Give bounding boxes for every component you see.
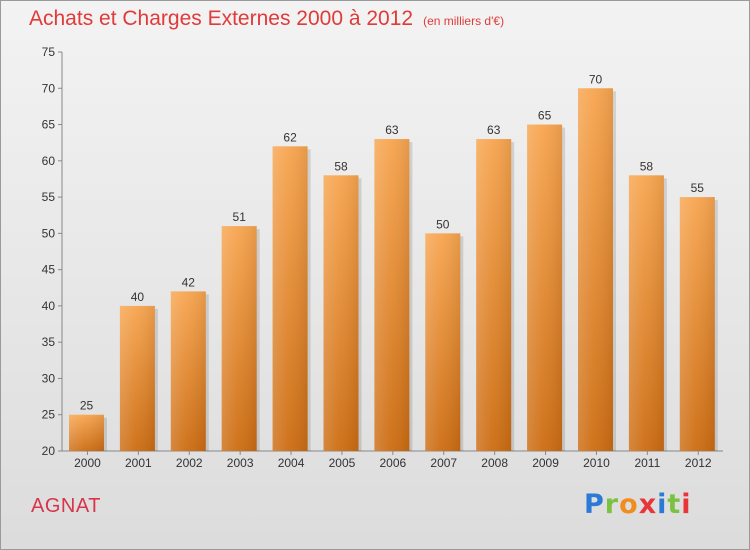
x-tick-label: 2000 xyxy=(74,456,101,470)
logo-letter: r xyxy=(604,489,620,520)
x-tick-label: 2006 xyxy=(379,456,406,470)
bar-value-label: 65 xyxy=(538,109,552,123)
logo-letter: i xyxy=(657,489,668,520)
bar-shine xyxy=(527,124,563,451)
chart-title: Achats et Charges Externes 2000 à 2012 (e… xyxy=(29,7,504,31)
y-tick-label: 45 xyxy=(42,263,56,277)
bar-shine xyxy=(170,291,206,451)
bar-value-label: 62 xyxy=(283,130,297,144)
y-tick-label: 25 xyxy=(42,408,56,422)
bar-shine xyxy=(374,139,410,451)
y-tick-label: 35 xyxy=(42,335,56,349)
y-tick-label: 65 xyxy=(42,118,56,132)
y-tick-label: 55 xyxy=(42,190,56,204)
bar-shine xyxy=(628,175,664,451)
x-tick-label: 2010 xyxy=(583,456,610,470)
bar-value-label: 55 xyxy=(691,181,705,195)
x-tick-label: 2012 xyxy=(685,456,712,470)
bar-value-label: 25 xyxy=(80,399,94,413)
bar-shine xyxy=(69,414,104,451)
x-tick-label: 2003 xyxy=(227,456,254,470)
bar-value-label: 40 xyxy=(131,290,145,304)
bar-value-label: 70 xyxy=(589,72,603,86)
x-tick-label: 2007 xyxy=(430,456,457,470)
logo-letter: x xyxy=(638,489,658,520)
logo-letter: t xyxy=(667,489,682,520)
bar-shine xyxy=(679,197,715,451)
x-tick-label: 2002 xyxy=(176,456,203,470)
bar-shine xyxy=(578,88,613,451)
x-tick-label: 2004 xyxy=(278,456,305,470)
chart-bars xyxy=(69,88,718,452)
logo-letter: i xyxy=(681,489,692,520)
bar-shine xyxy=(221,226,257,451)
y-tick-label: 50 xyxy=(42,226,56,240)
y-tick-label: 40 xyxy=(42,299,56,313)
bar-value-label: 50 xyxy=(436,217,450,231)
logo-letter: P xyxy=(584,489,605,520)
bar-value-label: 63 xyxy=(487,123,501,137)
x-tick-label: 2005 xyxy=(329,456,356,470)
y-tick-label: 20 xyxy=(42,444,56,458)
bar-value-label: 58 xyxy=(640,159,654,173)
x-tick-label: 2008 xyxy=(481,456,508,470)
bar-value-label: 42 xyxy=(182,275,196,289)
bar-shine xyxy=(425,233,461,451)
x-tick-label: 2011 xyxy=(634,456,660,470)
y-tick-label: 75 xyxy=(42,45,56,59)
bar-value-label: 51 xyxy=(233,210,247,224)
y-tick-label: 70 xyxy=(42,81,56,95)
chart-subtitle: (en milliers d'€) xyxy=(423,14,505,28)
chart-labels: 25 2000 40 2001 42 2002 51 2003 62 2004 58 2005 63 20… xyxy=(74,72,712,470)
bar-value-label: 58 xyxy=(334,159,348,173)
y-tick-label: 60 xyxy=(42,154,56,168)
bar-value-label: 63 xyxy=(385,123,399,137)
bar-shine xyxy=(476,139,512,451)
proxiti-logo: Proxiti xyxy=(584,489,692,520)
y-tick-label: 30 xyxy=(42,371,56,385)
bar-shine xyxy=(272,146,308,452)
place-name: AGNAT xyxy=(31,495,101,517)
bar-shine xyxy=(119,305,155,451)
x-tick-label: 2009 xyxy=(532,456,559,470)
x-tick-label: 2001 xyxy=(125,456,152,470)
chart-title-text: Achats et Charges Externes 2000 à 2012 xyxy=(29,7,414,30)
logo-letter: o xyxy=(619,489,639,520)
bar-shine xyxy=(323,175,359,451)
